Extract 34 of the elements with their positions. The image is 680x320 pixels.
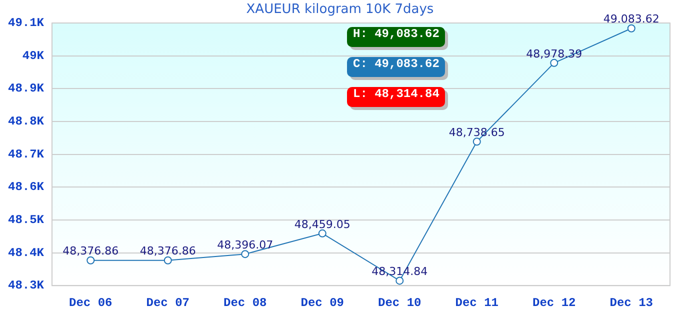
x-tick-label: Dec 12 — [532, 296, 576, 310]
data-label: 49.083.62 — [603, 12, 660, 26]
annotation: C: 49,083.62 — [347, 57, 445, 77]
data-label: 48,376.86 — [62, 244, 119, 258]
data-label: 48,459.05 — [294, 218, 350, 231]
y-tick-label: 49.1K — [8, 16, 45, 30]
point — [550, 58, 558, 67]
y-tick-label: 48.6K — [8, 180, 45, 194]
point — [318, 229, 326, 238]
x-tick-label: Dec 11 — [455, 296, 498, 310]
y-tick-label: 48.8K — [8, 114, 45, 128]
x-tick-label: Dec 13 — [610, 296, 653, 310]
y-tick-label: 48.3K — [8, 278, 45, 293]
annotation: L: 48,314.84 — [347, 87, 445, 107]
y-tick-label: 48.5K — [8, 212, 45, 227]
point — [164, 256, 172, 264]
chart-title: XAUEUR kilogram 10K 7days — [246, 2, 434, 17]
x-tick-label: Dec 10 — [378, 296, 422, 310]
data-label: 48,396.07 — [217, 238, 274, 252]
annotation: H: 49,083.62 — [347, 27, 445, 47]
x-tick-label: Dec 08 — [224, 296, 267, 310]
point — [241, 250, 250, 258]
x-tick-label: Dec 06 — [69, 296, 112, 310]
data-label: 48,376.86 — [140, 244, 196, 258]
point — [86, 256, 95, 264]
x-tick-label: Dec 09 — [300, 296, 344, 310]
point — [396, 276, 404, 285]
x-tick-label: Dec 07 — [146, 296, 190, 310]
y-tick-label: 48.7K — [8, 147, 45, 162]
y-tick-label: 48.4K — [8, 246, 45, 260]
y-tick-label: 49K — [22, 48, 45, 63]
y-tick-label: 48.9K — [8, 82, 45, 96]
point — [472, 138, 481, 146]
point — [627, 24, 636, 32]
